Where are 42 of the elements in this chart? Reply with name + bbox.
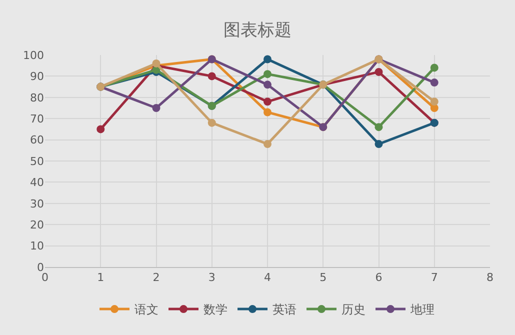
x-tick-label: 7 — [430, 271, 438, 284]
point — [264, 80, 272, 89]
y-tick-label: 70 — [30, 112, 44, 126]
point — [264, 98, 272, 106]
chart-title: 图表标题 — [224, 20, 292, 40]
point — [430, 98, 438, 106]
point — [264, 108, 272, 116]
y-tick-label: 60 — [30, 134, 44, 147]
legend-label: 历史 — [342, 302, 366, 317]
x-tick-label: 8 — [486, 271, 494, 284]
x-tick-label: 3 — [208, 271, 216, 284]
legend-label: 英语 — [272, 302, 296, 317]
y-tick-label: 20 — [30, 218, 44, 232]
point — [374, 123, 383, 132]
point — [430, 78, 438, 87]
point — [208, 118, 216, 127]
point — [152, 104, 160, 112]
point — [96, 125, 105, 134]
y-tick-label: 0 — [37, 260, 44, 274]
x-tick-label: 1 — [97, 271, 104, 284]
legend-label: 地理 — [410, 302, 434, 317]
legend-label: 语文 — [134, 302, 158, 317]
legend-label: 数学 — [204, 302, 228, 317]
x-tick-label: 4 — [264, 271, 271, 284]
point — [374, 140, 383, 148]
y-tick-label: 50 — [30, 154, 44, 168]
point — [264, 55, 272, 64]
y-tick-label: 90 — [30, 70, 44, 84]
x-tick-label: 5 — [320, 271, 327, 284]
point — [264, 140, 272, 148]
point — [152, 59, 160, 68]
y-tick-label: 80 — [30, 91, 44, 104]
y-tick-label: 100 — [23, 48, 44, 62]
point — [264, 70, 272, 78]
y-tick-label: 30 — [30, 197, 44, 210]
x-tick-label: 6 — [375, 271, 382, 284]
y-tick-label: 40 — [30, 176, 44, 190]
point — [430, 64, 438, 72]
point — [208, 72, 216, 80]
point — [374, 68, 383, 76]
y-tick-label: 10 — [30, 240, 44, 253]
x-tick-label: 2 — [152, 271, 160, 284]
